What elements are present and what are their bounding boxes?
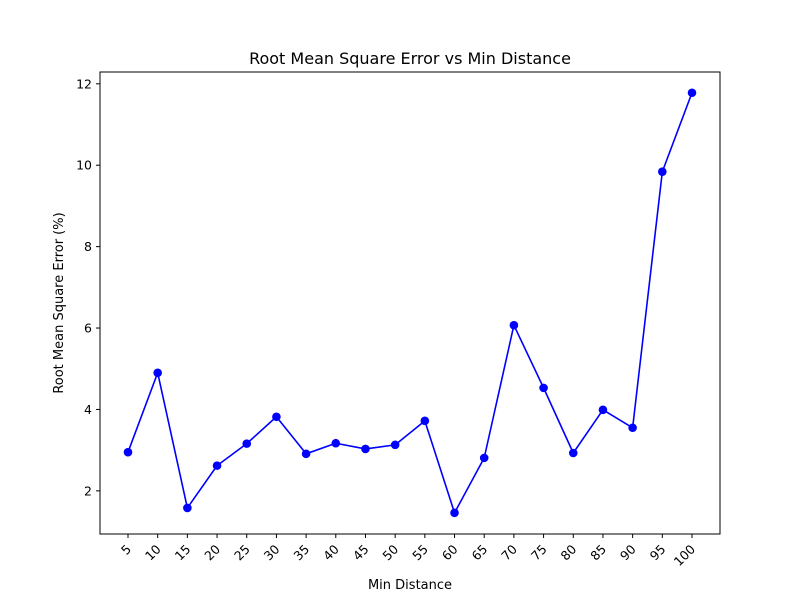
y-tick-label: 10: [76, 158, 92, 173]
x-tick-label: 65: [468, 542, 490, 564]
x-tick-label: 45: [350, 542, 372, 564]
x-tick-label: 15: [172, 542, 194, 564]
chart-title: Root Mean Square Error vs Min Distance: [249, 49, 571, 68]
data-point: [539, 383, 548, 393]
data-point: [153, 368, 162, 378]
y-tick-label: 8: [84, 239, 92, 254]
x-tick-label: 75: [528, 542, 550, 564]
x-tick-label: 10: [142, 541, 164, 563]
y-tick-label: 6: [84, 321, 92, 336]
x-axis-ticks: 5 10 15 20 25 30 35 40 45 50 55 60 65 70 75 80 85 90 95 100: [118, 534, 698, 569]
data-point: [183, 503, 192, 513]
x-tick-label: 5: [118, 542, 134, 558]
data-point: [301, 449, 311, 459]
plot-frame: [99, 71, 721, 535]
x-tick-label: 80: [558, 541, 580, 563]
data-point: [568, 448, 578, 458]
data-point: [658, 167, 667, 177]
y-tick-label: 12: [76, 76, 92, 91]
x-axis-label: Min Distance: [368, 578, 452, 593]
data-point: [390, 440, 400, 450]
x-tick-label: 85: [587, 542, 609, 564]
x-tick-label: 50: [379, 541, 401, 563]
x-tick-label: 55: [409, 542, 431, 564]
data-point: [509, 320, 519, 330]
series-line: [127, 92, 693, 514]
x-tick-label: 40: [320, 541, 342, 563]
data-point: [479, 453, 489, 463]
data-point: [212, 461, 222, 470]
data-point: [628, 423, 637, 433]
x-tick-label: 70: [498, 541, 520, 563]
x-tick-label: 20: [201, 541, 223, 563]
data-point: [450, 508, 459, 518]
y-tick-label: 2: [84, 483, 92, 498]
x-tick-label: 35: [290, 542, 312, 564]
y-axis-label: Root Mean Square Error (%): [52, 212, 67, 393]
x-tick-label: 25: [231, 542, 253, 564]
plot-area: [100, 72, 720, 534]
data-point: [272, 412, 281, 422]
x-tick-label: 30: [261, 541, 283, 563]
data-point: [123, 447, 133, 457]
series-layer: [123, 88, 697, 518]
x-tick-label: 100: [671, 541, 699, 569]
x-tick-label: 95: [647, 542, 669, 564]
data-point: [361, 444, 370, 454]
data-point: [331, 438, 341, 448]
data-point: [687, 88, 697, 98]
x-tick-label: 90: [617, 541, 639, 563]
data-point: [598, 405, 608, 415]
data-point: [420, 416, 430, 426]
y-tick-label: 4: [84, 402, 92, 417]
data-point: [242, 439, 252, 448]
x-tick-label: 60: [439, 541, 461, 563]
y-axis-ticks: 2 4 6 8 10 12: [76, 76, 100, 498]
